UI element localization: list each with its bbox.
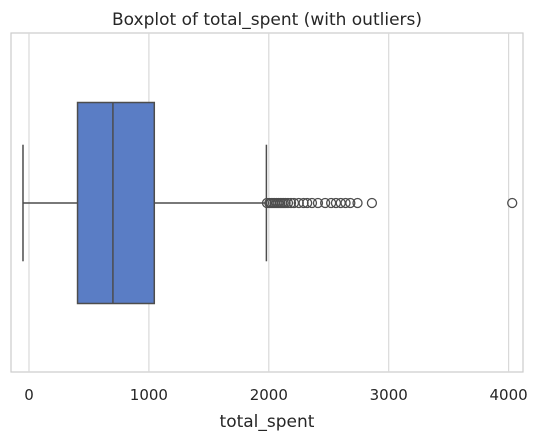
outlier-point — [352, 197, 363, 209]
x-tick-label: 4000 — [490, 386, 528, 404]
outlier-point — [302, 197, 313, 209]
outlier-points — [261, 197, 518, 209]
x-tick-label: 3000 — [370, 386, 408, 404]
outlier-point — [366, 197, 378, 209]
outlier-point — [306, 197, 318, 209]
outlier-point — [507, 197, 518, 209]
x-tick-label: 0 — [24, 386, 34, 404]
iqr-box — [76, 101, 156, 305]
chart-title: Boxplot of total_spent (with outliers) — [112, 10, 422, 30]
x-tick-label: 1000 — [130, 386, 168, 404]
outlier-point — [340, 197, 351, 209]
box-group — [22, 101, 268, 305]
outlier-point — [345, 197, 356, 209]
x-axis-label: total_spent — [220, 412, 315, 432]
x-tick-label: 2000 — [250, 386, 288, 404]
outlier-point — [320, 197, 331, 209]
outlier-point — [312, 197, 324, 209]
outlier-point — [282, 197, 294, 209]
outlier-point — [285, 197, 297, 209]
x-axis-ticks: 0 1000 2000 3000 4000 — [24, 386, 527, 404]
